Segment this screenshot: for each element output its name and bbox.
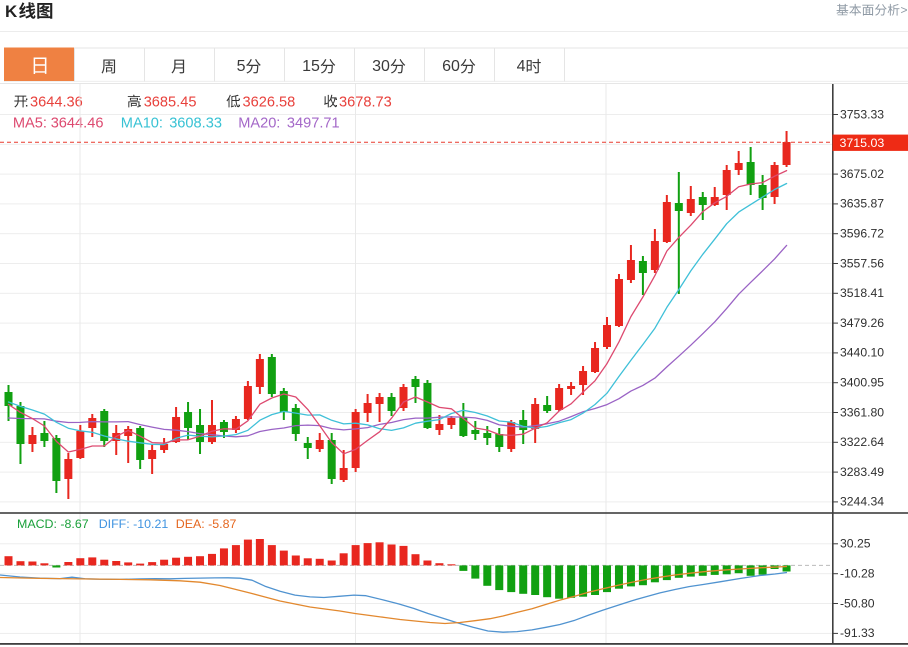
svg-text::: : xyxy=(138,94,142,110)
svg-text::: : xyxy=(334,94,338,110)
svg-text:3596.72: 3596.72 xyxy=(840,227,884,241)
svg-text:5: 5 xyxy=(237,58,246,75)
svg-text:3518.41: 3518.41 xyxy=(840,286,884,300)
svg-text:MA10:: MA10: xyxy=(121,116,163,132)
svg-text:30.25: 30.25 xyxy=(840,537,871,551)
svg-text:3644.46: 3644.46 xyxy=(51,116,104,132)
svg-text::: : xyxy=(237,94,241,110)
svg-text:3497.71: 3497.71 xyxy=(287,116,340,132)
svg-text:3361.80: 3361.80 xyxy=(840,405,884,419)
svg-text:3715.03: 3715.03 xyxy=(840,136,885,150)
svg-text:3753.33: 3753.33 xyxy=(840,107,884,121)
svg-text:DIFF: -10.21: DIFF: -10.21 xyxy=(99,517,169,531)
svg-text:3557.56: 3557.56 xyxy=(840,256,884,270)
svg-text:3283.49: 3283.49 xyxy=(840,465,884,479)
svg-text:3644.36: 3644.36 xyxy=(30,94,83,110)
svg-text:3678.73: 3678.73 xyxy=(339,94,392,110)
svg-text:-50.80: -50.80 xyxy=(840,596,875,610)
svg-text:3440.10: 3440.10 xyxy=(840,346,884,360)
svg-text:3626.58: 3626.58 xyxy=(243,94,296,110)
svg-text:3608.33: 3608.33 xyxy=(169,116,222,132)
svg-text:MA20:: MA20: xyxy=(238,116,280,132)
svg-text:K: K xyxy=(5,2,18,21)
svg-text:3685.45: 3685.45 xyxy=(144,94,197,110)
svg-text:>: > xyxy=(901,3,908,17)
svg-text:30: 30 xyxy=(372,58,390,75)
svg-text:4: 4 xyxy=(517,58,526,75)
svg-text:3400.95: 3400.95 xyxy=(840,376,884,390)
svg-text:3675.02: 3675.02 xyxy=(840,167,884,181)
svg-text:MA5:: MA5: xyxy=(13,116,47,132)
svg-text:60: 60 xyxy=(442,58,460,75)
svg-text:15: 15 xyxy=(302,58,320,75)
svg-text:-10.28: -10.28 xyxy=(840,567,875,581)
svg-text:-91.33: -91.33 xyxy=(840,626,875,640)
svg-text:3244.34: 3244.34 xyxy=(840,495,884,509)
svg-text::: : xyxy=(25,94,29,110)
svg-text:DEA: -5.87: DEA: -5.87 xyxy=(176,517,237,531)
svg-text:3635.87: 3635.87 xyxy=(840,197,884,211)
svg-text:MACD: -8.67: MACD: -8.67 xyxy=(17,517,89,531)
svg-text:3479.26: 3479.26 xyxy=(840,316,884,330)
svg-text:3322.64: 3322.64 xyxy=(840,435,884,449)
